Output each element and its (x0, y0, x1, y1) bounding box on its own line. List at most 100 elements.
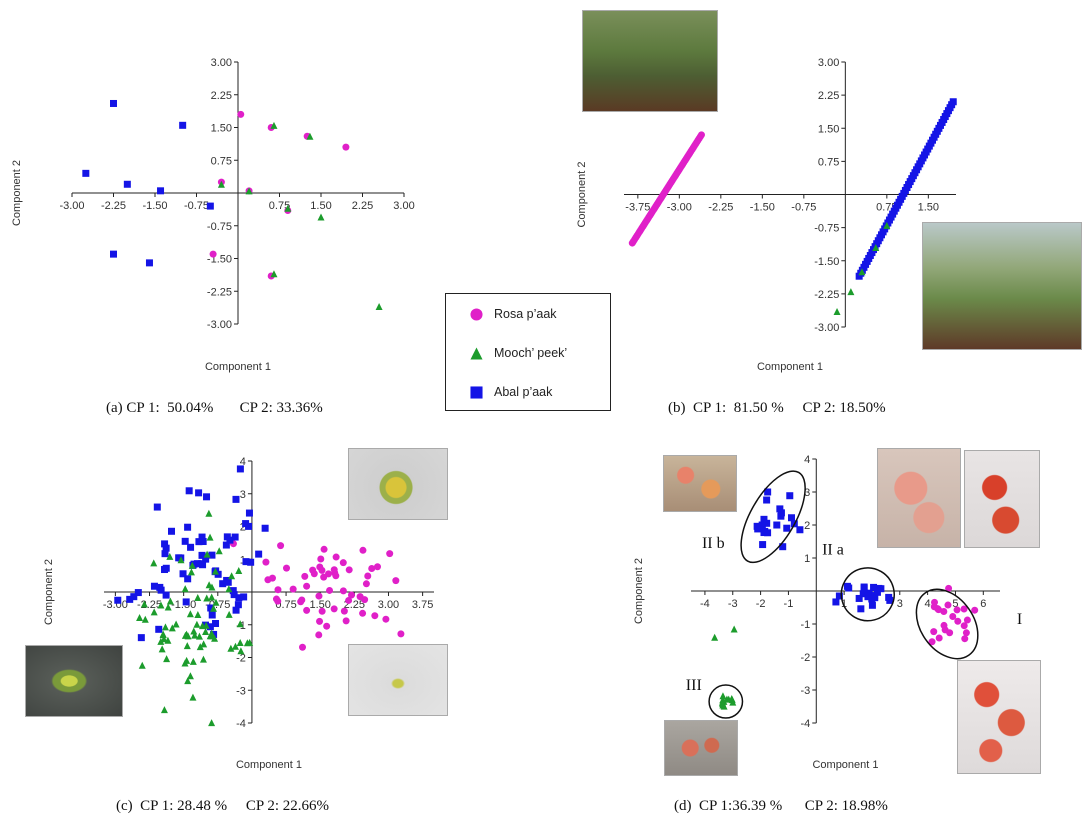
data-point (203, 550, 211, 558)
y-tick-label: 0.75 (818, 156, 839, 168)
x-tick-label: 3.75 (412, 599, 433, 611)
x-tick-label: -3.00 (103, 599, 128, 611)
data-point (299, 643, 307, 651)
data-point (935, 606, 943, 614)
data-point (777, 509, 785, 517)
y-tick-label: -3 (236, 685, 246, 697)
data-point (184, 677, 192, 685)
data-point (207, 604, 215, 612)
x-tick-label: 5 (952, 598, 958, 610)
data-point (193, 560, 201, 568)
data-point (183, 642, 191, 650)
data-point (168, 527, 176, 535)
data-point (835, 592, 843, 600)
data-point (773, 521, 781, 529)
data-point (215, 547, 223, 555)
data-point (309, 566, 317, 574)
y-tick-label: -1 (800, 619, 810, 631)
data-point (928, 638, 936, 646)
data-point (232, 606, 240, 614)
data-point (184, 523, 192, 531)
x-tick-label: 1 (841, 598, 847, 610)
data-point (960, 605, 968, 613)
plants-photo-b-right (922, 222, 1082, 350)
data-point (886, 596, 894, 604)
y-tick-label: -0.75 (207, 221, 232, 233)
data-point (234, 601, 242, 609)
data-point (185, 487, 193, 495)
y-tick-label: 2.25 (211, 90, 232, 102)
data-point (962, 629, 970, 637)
data-point (362, 580, 370, 588)
data-point (872, 244, 880, 251)
flower-photo-c-bottom (348, 644, 448, 716)
data-point (326, 586, 334, 594)
data-point (188, 561, 196, 569)
data-point (240, 593, 248, 601)
data-point (166, 597, 174, 605)
circle-marker-icon (470, 308, 483, 321)
data-point (832, 598, 840, 606)
x-tick-label: -1.50 (750, 202, 775, 214)
data-point (163, 655, 171, 663)
data-point (317, 213, 325, 221)
data-point (191, 631, 199, 639)
data-point (796, 526, 804, 534)
data-point (764, 529, 772, 537)
caption-a: (a) CP 1: 50.04% CP 2: 33.36% (106, 400, 323, 416)
data-point (855, 594, 863, 602)
data-point (198, 551, 206, 559)
data-point (181, 631, 189, 639)
x-tick-label: 1.50 (309, 599, 330, 611)
data-point (232, 495, 240, 503)
triangle-marker-icon (470, 347, 483, 360)
data-point (126, 595, 134, 603)
x-tick-label: 3.00 (393, 200, 414, 212)
x-tick-label: -3.75 (625, 202, 650, 214)
data-point (382, 615, 390, 623)
data-point (303, 582, 311, 590)
data-point (247, 558, 255, 566)
data-point (155, 625, 163, 633)
data-point (208, 629, 216, 637)
data-point (230, 591, 238, 599)
data-point (944, 601, 952, 609)
y-tick-label: 2 (240, 522, 246, 534)
data-point (940, 608, 948, 616)
data-point (783, 524, 791, 532)
data-point (209, 250, 217, 258)
data-point (194, 594, 202, 602)
data-point (198, 533, 206, 541)
x-tick-label: -0.75 (791, 202, 816, 214)
data-point (375, 303, 383, 311)
data-point (345, 566, 353, 574)
data-point (231, 533, 239, 541)
data-point (205, 581, 213, 589)
data-point (323, 622, 331, 630)
data-point (235, 567, 243, 575)
data-point (211, 567, 219, 575)
data-point (161, 550, 169, 558)
data-point (283, 564, 291, 572)
x-tick-label: -4 (700, 598, 710, 610)
data-point (787, 514, 795, 522)
data-point (223, 576, 231, 584)
data-point (318, 566, 326, 574)
group-ellipse (740, 470, 806, 564)
data-point (332, 553, 340, 561)
data-point (190, 627, 198, 635)
data-point (166, 552, 174, 560)
data-point (186, 610, 194, 618)
data-point (242, 558, 250, 566)
flower-photo-c-left (25, 645, 123, 717)
y-tick-label: 2.25 (818, 90, 839, 102)
data-point (219, 580, 227, 588)
x-axis-title: Component 1 (812, 759, 878, 771)
data-point (359, 546, 367, 554)
y-tick-label: 3.00 (211, 57, 232, 69)
data-point (315, 631, 323, 639)
data-point (274, 586, 282, 594)
x-tick-label: -3 (728, 598, 738, 610)
data-point (963, 616, 971, 624)
data-point (961, 635, 969, 643)
